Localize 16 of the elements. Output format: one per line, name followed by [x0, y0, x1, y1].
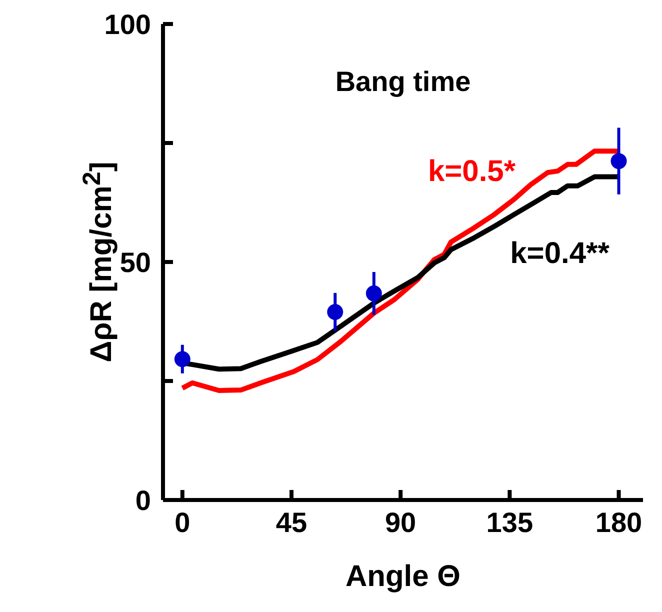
y-tick-label: 0	[135, 485, 151, 516]
x-tick-label: 0	[174, 507, 190, 538]
point	[327, 304, 344, 320]
text: Bang time	[334, 66, 472, 98]
x-tick-label: 45	[276, 507, 308, 538]
x-tick-label: 135	[486, 507, 534, 538]
series-label: k=0.4**	[510, 236, 610, 270]
point	[610, 153, 627, 170]
x-tick-label: 90	[385, 507, 416, 538]
x-axis-title: Angle Θ	[344, 560, 462, 594]
series-label: k=0.5*	[428, 155, 516, 188]
x-tick-label: 180	[595, 507, 642, 538]
point	[366, 285, 382, 302]
y-tick-label: 100	[104, 9, 151, 40]
point	[174, 351, 190, 368]
y-tick-label: 50	[120, 247, 151, 278]
